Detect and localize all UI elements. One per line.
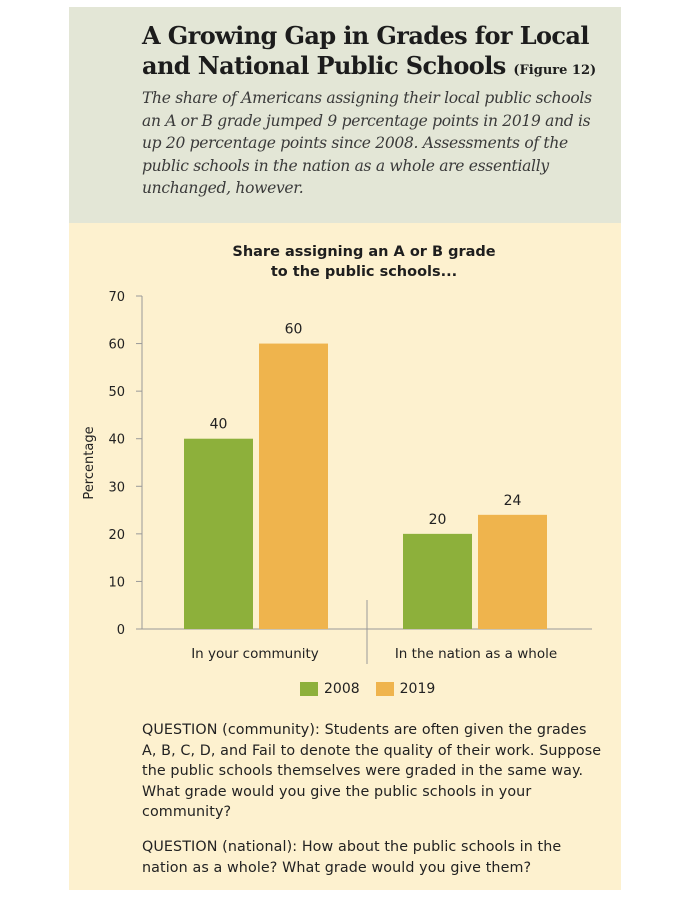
legend-label-2019: 2019 [399,681,436,697]
y-axis-label: Percentage [82,426,97,499]
bar-2008-0 [184,438,253,629]
figure-title: A Growing Gap in Grades for Local and Na… [142,21,612,86]
bar-2019-1 [478,514,547,629]
data-label: 60 [285,322,303,338]
legend-swatch-2019 [375,682,394,696]
x-tick-label: In your community [191,646,319,662]
y-tick-label: 70 [108,290,125,305]
x-tick-label: In the nation as a whole [395,646,557,662]
chart-title-line-2: to the public schools... [271,264,457,280]
bar-2019-0 [259,343,328,629]
y-tick-label: 30 [108,480,125,495]
question-national: QUESTION (national): How about the publi… [142,839,562,876]
bar-2008-1 [403,533,472,629]
y-tick-label: 10 [108,575,125,590]
legend-item-2008: 2008 [300,681,360,697]
y-tick-label: 40 [108,433,125,448]
y-tick-label: 0 [117,623,125,638]
question-community: QUESTION (community): Students are often… [142,722,602,820]
chart-title-line-1: Share assigning an A or B grade [232,244,495,260]
y-tick-label: 60 [108,338,125,353]
figure-subtitle: The share of Americans assigning their l… [142,89,592,197]
x-axis-labels: In your community In the nation as a whol… [191,646,557,662]
figure-card: A Growing Gap in Grades for Local and Na… [69,7,621,890]
chart-legend: 2008 2019 [300,680,451,698]
figure-number: (Figure 12) [513,63,597,78]
figure-header: A Growing Gap in Grades for Local and Na… [69,7,621,223]
y-tick-label: 20 [108,528,125,543]
legend-item-2019: 2019 [375,681,436,697]
chart-bars: 40 60 20 24 [184,322,547,629]
figure-title-text: A Growing Gap in Grades for Local and Na… [142,21,590,80]
legend-swatch-2008 [300,682,318,696]
y-tick-label: 50 [108,385,125,400]
legend-label-2008: 2008 [324,681,360,697]
data-label: 24 [504,493,522,509]
data-label: 20 [429,512,447,528]
data-label: 40 [210,417,228,433]
